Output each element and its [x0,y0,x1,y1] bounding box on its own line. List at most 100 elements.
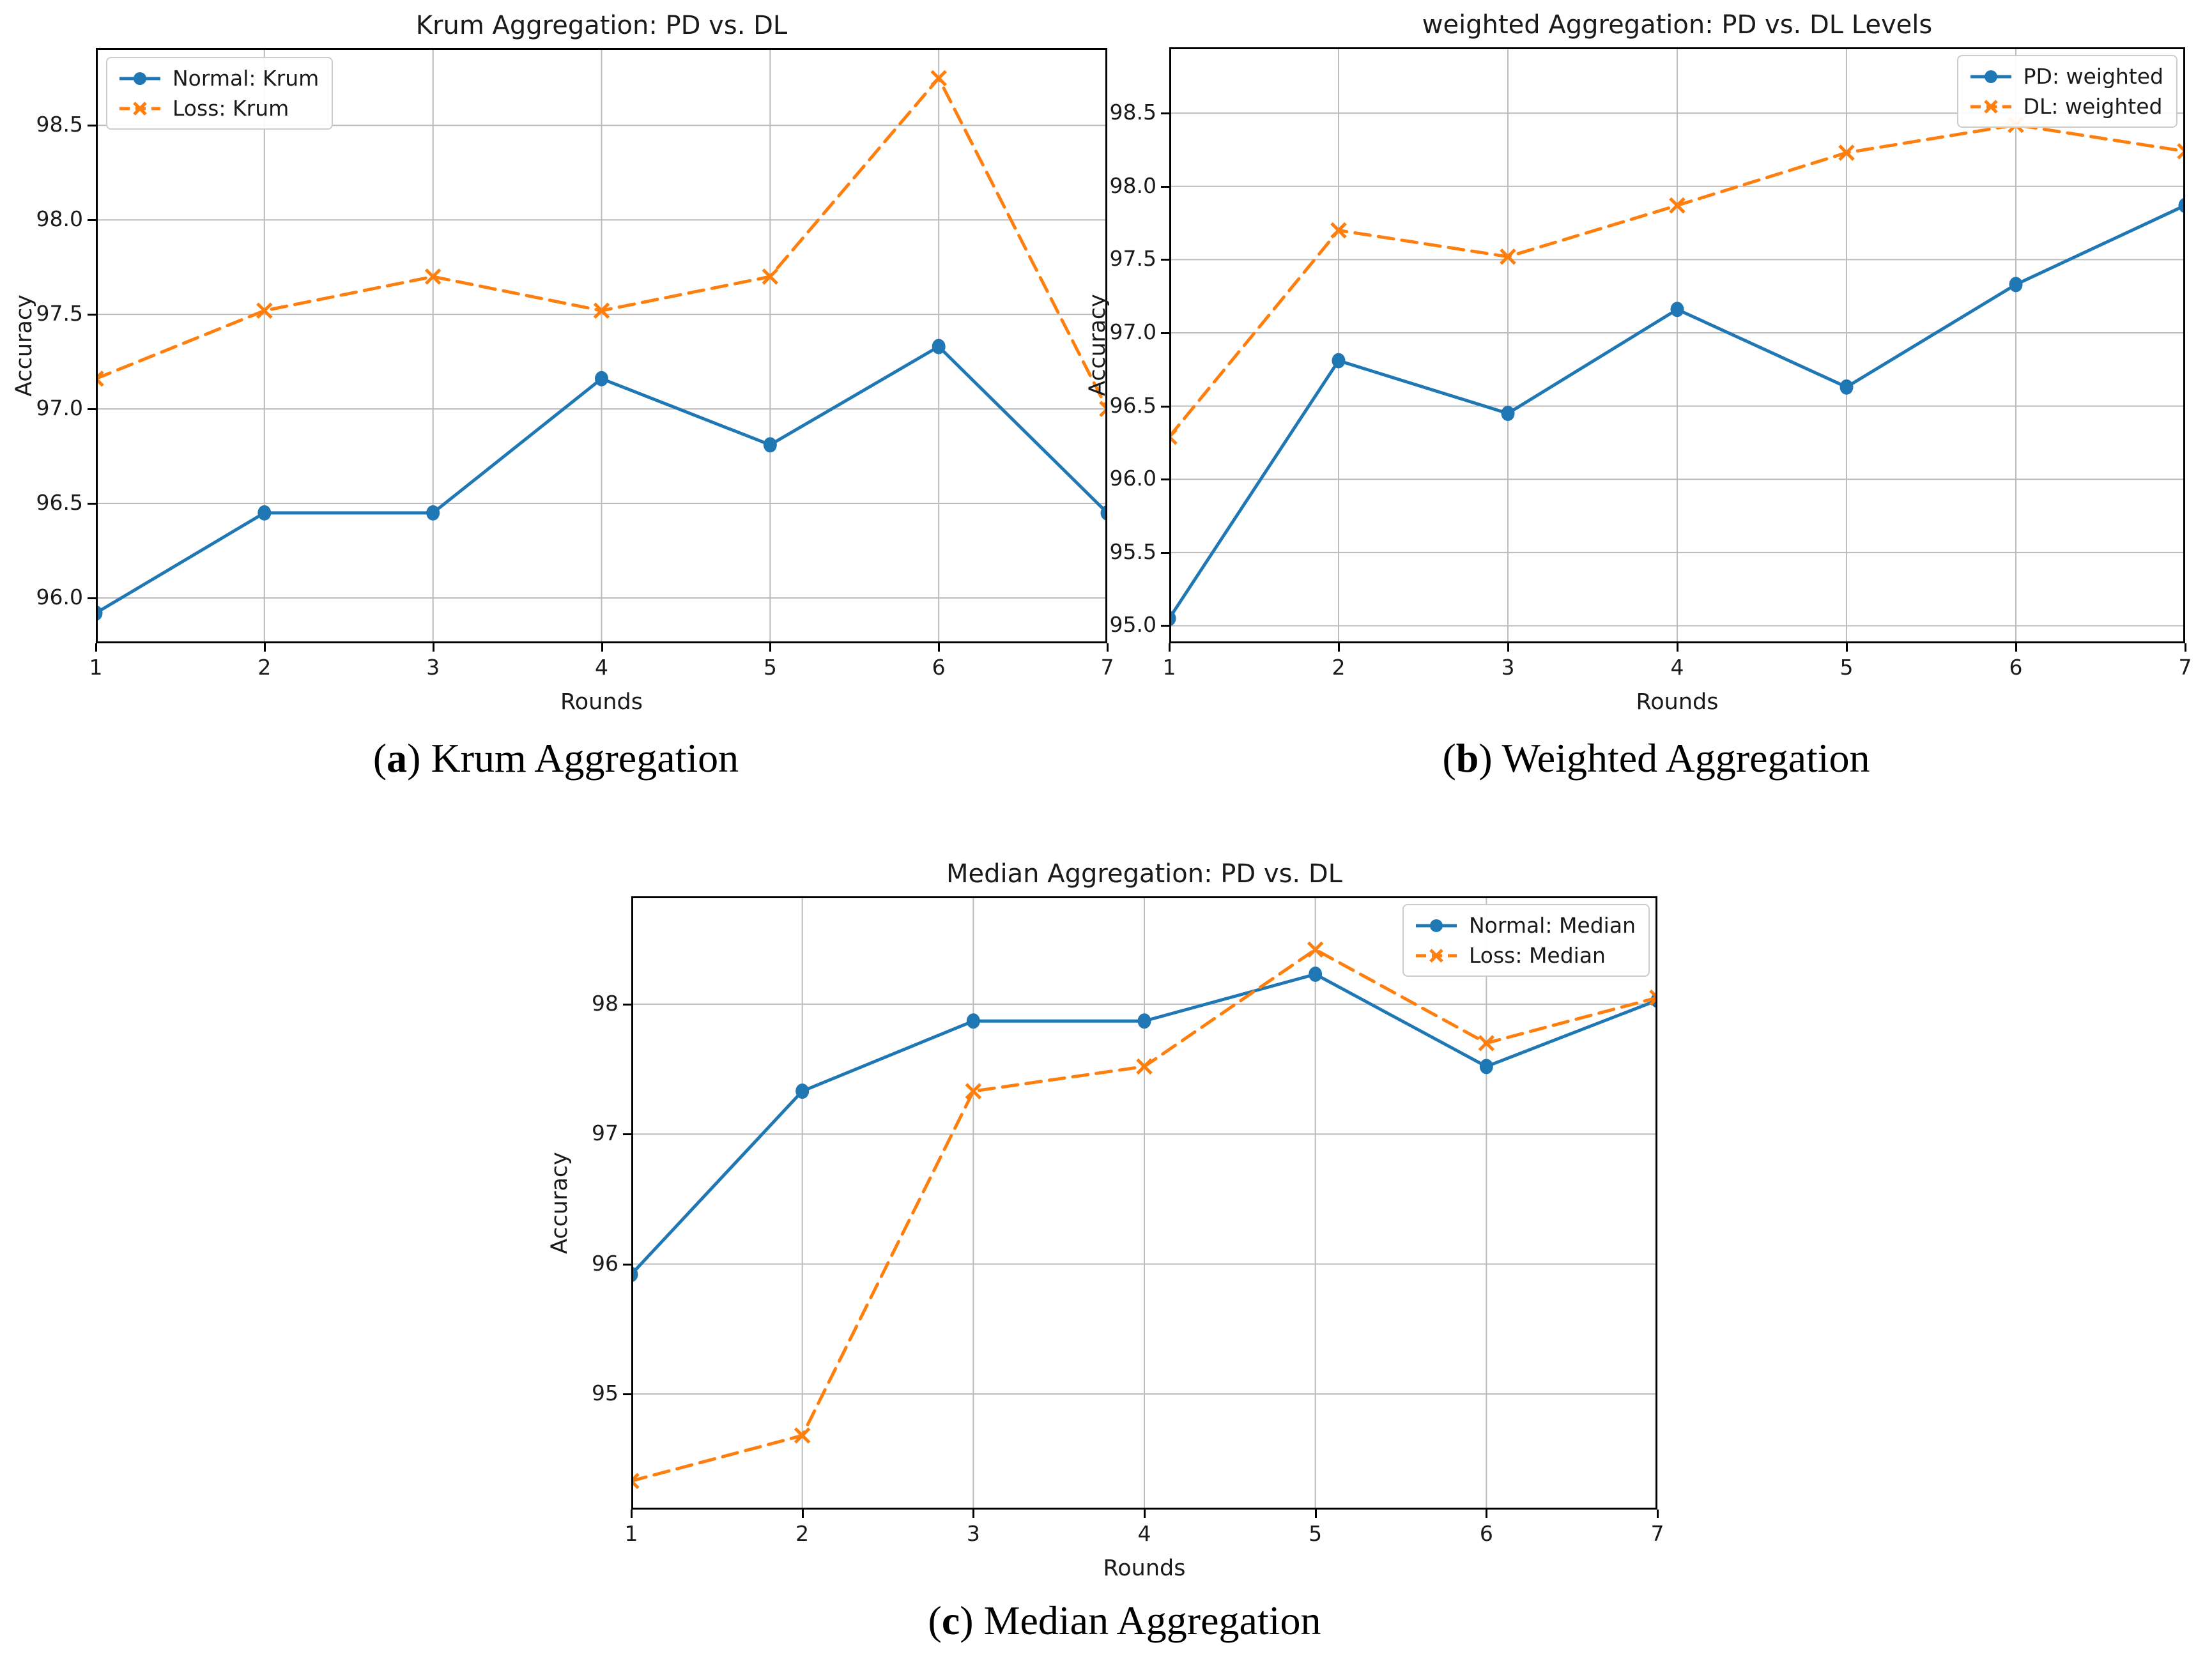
y-tick-label: 96.0 [36,584,83,609]
y-tick-mark [1161,332,1169,334]
figure-weighted: weighted Aggregation: PD vs. DL Levels A… [1085,0,2212,818]
x-tick-label: 1 [89,655,103,680]
legend-item: Normal: Median [1414,913,1636,938]
x-tick-mark [1338,643,1340,652]
x-tick-label: 3 [966,1521,980,1546]
marker-x [1169,429,1178,445]
legend-label: PD: weighted [2023,64,2163,89]
chart-series-group [1169,116,2185,627]
figure-median: Median Aggregation: PD vs. DL Accuracy R… [547,850,1696,1668]
y-tick-mark [88,408,96,411]
marker-circle [966,1013,980,1029]
x-tick-label: 3 [1501,655,1515,680]
x-tick-mark [801,1510,804,1518]
y-tick-label: 98 [592,990,618,1016]
y-tick-mark [1161,112,1169,115]
marker-x [631,1473,640,1490]
y-tick-mark [1161,625,1169,627]
marker-circle [426,505,440,521]
caption-paren: ( [928,1598,942,1643]
y-tick-label: 98.5 [36,112,83,137]
x-tick-label: 5 [1309,1521,1323,1546]
y-tick-label: 97 [592,1121,618,1146]
marker-circle [795,1083,810,1099]
marker-circle [1670,302,1684,318]
marker-x [424,268,442,285]
y-tick-label: 96 [592,1250,618,1276]
chart-title: Krum Aggregation: PD vs. DL [415,11,788,40]
legend-line-x-icon [1415,948,1457,963]
caption-paren: ) [1479,735,1493,781]
y-tick-label: 97.5 [1109,246,1156,272]
y-tick-label: 97.0 [36,395,83,421]
marker-circle [1309,967,1323,983]
marker-x [794,1427,811,1444]
figure-caption: (c) Median Aggregation [553,1597,1696,1644]
x-tick-mark [1507,643,1509,652]
legend-line-x-icon [119,101,160,116]
marker-x [2177,142,2185,160]
marker-circle [1137,1013,1151,1029]
marker-circle [2009,277,2023,293]
caption-text: Median Aggregation [973,1598,1321,1643]
x-tick-mark [938,643,941,652]
marker-circle [257,505,272,521]
caption-paren: ) [407,735,421,781]
legend-item: Loss: Krum [118,96,319,121]
marker-circle [932,339,946,355]
y-tick-mark [88,597,96,599]
legend-label: Loss: Median [1468,943,1606,968]
x-tick-mark [972,1510,975,1518]
marker-x [965,1083,982,1099]
marker-x [762,268,779,285]
x-tick-label: 2 [795,1521,810,1546]
figure-krum: Krum Aggregation: PD vs. DL Accuracy Rou… [0,0,1114,818]
x-axis-label: Rounds [1636,689,1719,715]
y-axis-label: Accuracy [1085,294,1110,396]
marker-x [1136,1058,1153,1075]
legend-item: Normal: Krum [118,66,319,91]
plot-area [631,896,1657,1510]
x-tick-mark [2185,643,2186,652]
legend-line-x-icon [1970,99,2011,114]
caption-letter: c [941,1598,960,1643]
y-tick-label: 96.0 [1109,466,1156,491]
figure-caption: (a) Krum Aggregation [0,735,1112,782]
y-tick-mark [88,219,96,222]
legend: Normal: Krum Loss: Krum [106,57,334,130]
caption-text: Weighted Aggregation [1492,735,1870,781]
y-tick-label: 96.5 [1109,392,1156,418]
x-tick-label: 2 [257,655,272,680]
legend-label: Normal: Median [1468,913,1636,938]
x-tick-label: 6 [932,655,946,680]
x-tick-mark [1144,1510,1146,1518]
marker-circle [595,371,608,386]
marker-x [1649,989,1657,1006]
x-tick-label: 5 [763,655,777,680]
x-tick-mark [1314,1510,1317,1518]
x-tick-label: 7 [1100,655,1114,680]
caption-paren: ( [373,735,387,781]
y-tick-mark [623,1133,631,1136]
marker-x [1330,222,1347,239]
x-tick-label: 4 [1670,655,1684,680]
chart-title: Median Aggregation: PD vs. DL [946,859,1342,889]
figure-caption: (b) Weighted Aggregation [1100,735,2212,782]
y-tick-label: 95.5 [1109,539,1156,564]
x-tick-label: 1 [1162,655,1176,680]
x-tick-mark [631,1510,633,1518]
x-tick-mark [1107,643,1109,652]
marker-circle [763,437,777,453]
y-tick-label: 96.5 [36,490,83,516]
y-tick-mark [88,503,96,505]
x-tick-label: 7 [1650,1521,1664,1546]
y-tick-label: 97.5 [36,301,83,326]
y-tick-mark [88,314,96,316]
x-tick-mark [601,643,603,652]
legend-item: DL: weighted [1969,94,2163,119]
caption-letter: a [387,735,408,781]
marker-x [1099,401,1107,417]
x-tick-mark [1846,643,1848,652]
x-tick-label: 7 [2178,655,2192,680]
